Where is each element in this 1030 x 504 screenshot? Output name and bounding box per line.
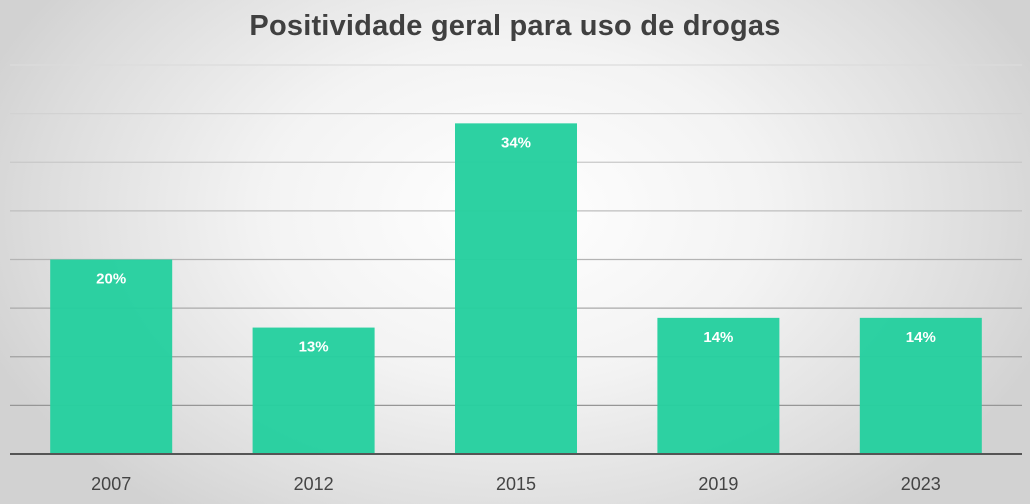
bar-2015 (455, 123, 577, 454)
bars (50, 123, 982, 454)
bar-2023 (859, 317, 982, 454)
x-tick-label-2023: 2023 (901, 474, 941, 494)
x-tick-label-2012: 2012 (294, 474, 334, 494)
bar-2007 (50, 259, 173, 454)
bar-2012 (252, 327, 375, 454)
data-label-2015: 34% (501, 134, 531, 151)
data-label-2007: 20% (96, 271, 126, 288)
bar-2019 (657, 317, 780, 454)
x-tick-label-2007: 2007 (91, 474, 131, 494)
data-label-2023: 14% (906, 329, 936, 346)
data-label-2012: 13% (299, 339, 329, 356)
x-tick-label-2015: 2015 (496, 474, 536, 494)
x-tick-labels: 2007 2012 2015 2019 2023 (91, 474, 941, 494)
data-labels: 20% 13% 34% 14% 14% (96, 134, 936, 355)
data-label-2019: 14% (703, 329, 733, 346)
chart-title: Positividade geral para uso de drogas (249, 10, 781, 42)
x-tick-label-2019: 2019 (698, 474, 738, 494)
